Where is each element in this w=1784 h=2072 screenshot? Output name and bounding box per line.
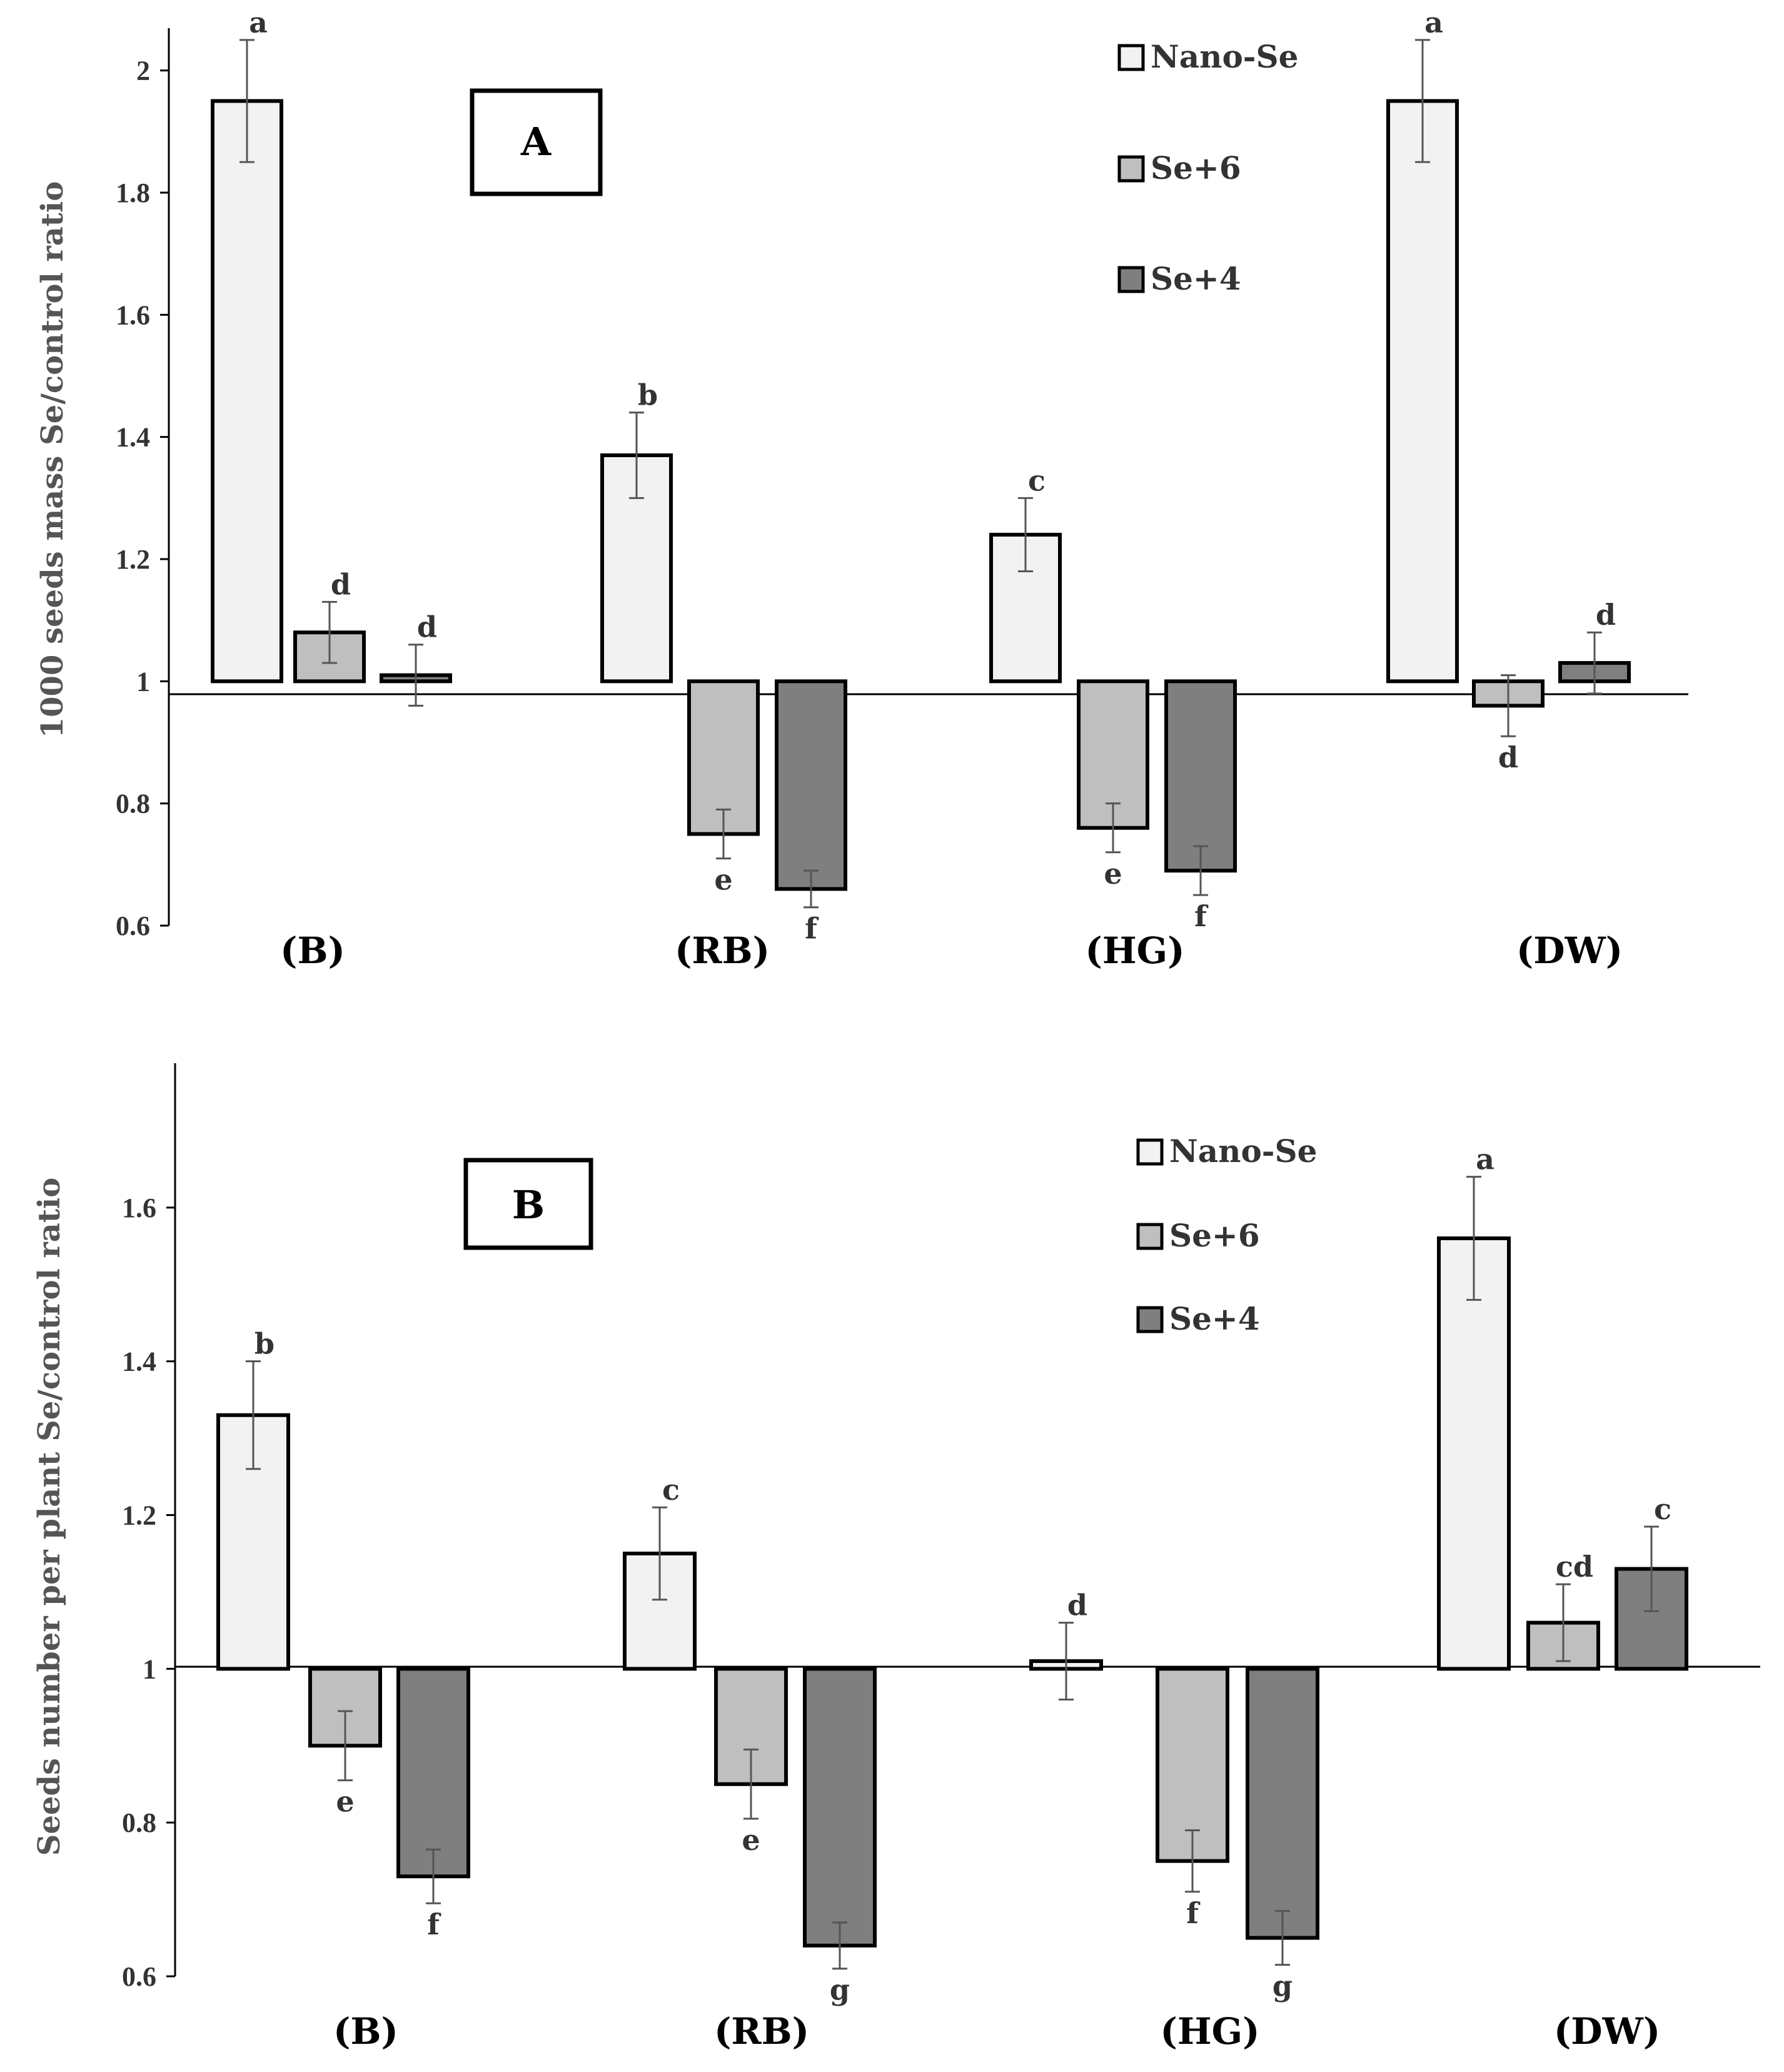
panel-b-significance-label: c [1654, 1492, 1671, 1526]
panel-a-significance-label: a [1424, 6, 1443, 39]
panel-a-significance-label: e [714, 863, 732, 897]
panel-b-legend-label: Nano-Se [1169, 1133, 1317, 1170]
panel-a-y-tick-label: 1.2 [116, 544, 150, 575]
panel-b-y-tick-label: 1 [143, 1654, 156, 1684]
panel-a-y-tick-label: 0.6 [116, 911, 150, 941]
panel-a-legend-label: Se+6 [1151, 149, 1241, 186]
panel-a-letter-box [470, 88, 603, 196]
panel-a-letter: A [520, 119, 552, 164]
panel-b-significance-label: g [830, 1973, 850, 2007]
panel-a-legend-swatch [1117, 44, 1145, 71]
panel-a-bar [1164, 679, 1237, 873]
panel-b-legend-swatch [1136, 1223, 1164, 1250]
panel-b-letter-box [463, 1158, 593, 1250]
panel-a-y-tick-label: 0.8 [116, 789, 150, 819]
panel-b-bar [1615, 1567, 1688, 1671]
panel-b-bar [1246, 1667, 1319, 1940]
panel-a-significance-label: f [805, 912, 819, 946]
panel-b-bar [803, 1667, 877, 1948]
panel-b-y-tick-label: 1.6 [122, 1193, 156, 1223]
panel-b-legend-swatch [1136, 1306, 1164, 1333]
panel-b-significance-label: cd [1556, 1550, 1593, 1584]
panel-b-legend-swatch [1136, 1138, 1164, 1166]
panel-b-category-label: (HG) [1160, 2010, 1259, 2053]
panel-a-significance-label: d [1596, 598, 1616, 632]
panel-b-category-label: (RB) [714, 2010, 809, 2053]
panel-b-significance-label: c [662, 1473, 680, 1507]
panel-a-category-label: (RB) [675, 929, 770, 972]
panel-b-y-tick-label: 1.4 [122, 1347, 156, 1377]
panel-a-y-tick-label: 1.8 [116, 178, 150, 208]
panel-a-legend-swatch [1117, 266, 1145, 293]
panel-a-legend: Nano-Se Se+6 Se+4 [1117, 38, 1298, 297]
panel-a-significance-label: a [249, 6, 268, 39]
panel-a-significance-label: d [1498, 740, 1518, 774]
panel-a-bar [989, 532, 1062, 684]
panel-b-significance-label: d [1067, 1589, 1087, 1622]
panel-a-significance-label: f [1194, 899, 1209, 933]
panel-b-y-tick-label: 0.8 [122, 1807, 156, 1838]
panel-a-bar [211, 99, 283, 684]
panel-a-legend-label: Nano-Se [1151, 38, 1298, 75]
panel-b-bar [1437, 1236, 1511, 1671]
panel-a-y-tick-label: 2 [136, 56, 150, 86]
panel-a-significance-label: e [1104, 857, 1122, 891]
panel-b-significance-label: g [1272, 1969, 1293, 2003]
panel-b-y-tick-label: 1.2 [122, 1500, 156, 1531]
panel-b-significance-label: e [742, 1823, 760, 1857]
panel-b-legend-label: Se+4 [1169, 1300, 1260, 1337]
panel-a-chart: 0.6 0.8 1 1.2 1.4 1.6 1.8 2 1000 seeds mass Se/… [35, 6, 1688, 972]
panel-a-legend-label: Se+4 [1151, 260, 1241, 297]
panel-a-category-label: (B) [280, 929, 345, 972]
panel-b-category-label: (B) [333, 2010, 398, 2053]
panel-a-y-tick-label: 1.6 [116, 300, 150, 330]
panel-a-category-label: (DW) [1516, 929, 1623, 972]
panel-b-significance-label: b [254, 1327, 275, 1361]
panel-a-significance-label: b [638, 378, 658, 412]
panel-a-y-tick-label: 1.4 [116, 422, 150, 453]
panel-b-significance-label: a [1476, 1143, 1494, 1176]
panel-b-y-tick-label: 0.6 [122, 1961, 156, 1992]
panel-b-legend-label: Se+6 [1169, 1217, 1260, 1254]
panel-a-significance-label: d [331, 567, 351, 601]
panel-a-category-label: (HG) [1085, 929, 1184, 972]
panel-a-significance-label: d [417, 610, 437, 644]
panel-b-legend: Nano-Se Se+6 Se+4 [1136, 1133, 1317, 1337]
panel-b-category-label: (DW) [1554, 2010, 1660, 2053]
panel-a-significance-label: c [1028, 463, 1046, 497]
panel-b-significance-label: f [427, 1908, 441, 1941]
panel-b-bar [396, 1667, 470, 1879]
panel-a-y-tick-label: 1 [136, 666, 150, 697]
panel-b-significance-label: e [336, 1785, 354, 1819]
panel-a-bar [1386, 99, 1459, 684]
panel-a-legend-swatch [1117, 155, 1145, 183]
panel-b-chart: 0.6 0.8 1 1.2 1.4 1.6 Seeds number per plant … [32, 1063, 1760, 2053]
panel-b-letter: B [512, 1182, 545, 1228]
panel-a-y-axis-label: 1000 seeds mass Se/control ratio [35, 181, 70, 738]
panel-b-significance-label: f [1186, 1896, 1201, 1930]
panel-a-bar [775, 679, 847, 891]
panel-b-y-axis-label: Seeds number per plant Se/control ratio [32, 1178, 67, 1856]
